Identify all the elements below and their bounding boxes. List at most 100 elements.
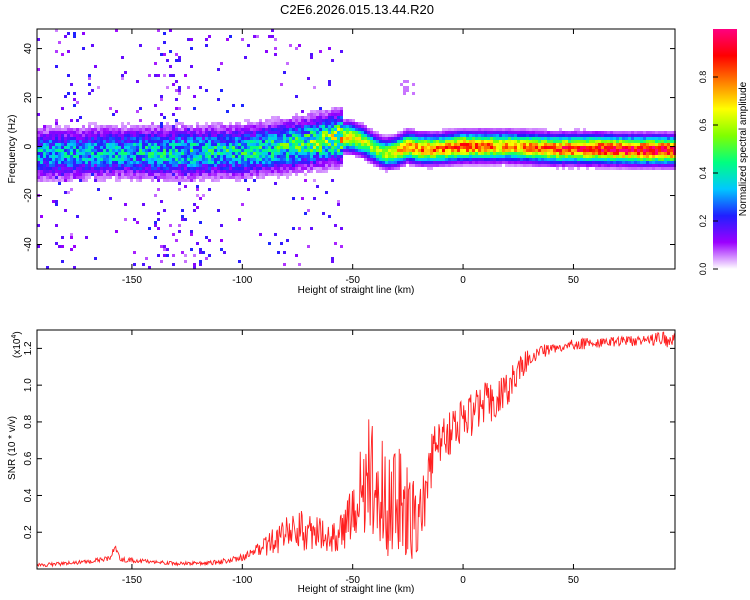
spectrogram-cell [532, 161, 535, 164]
spectrogram-cell [169, 146, 172, 149]
spectrogram-cell [319, 143, 322, 146]
spectrogram-cell [40, 152, 43, 155]
spectrogram-cell [361, 155, 364, 158]
spectrogram-cell [154, 224, 157, 227]
spectrogram-cell [196, 155, 199, 158]
spectrogram-cell [94, 125, 97, 128]
spectrogram-cell [181, 173, 184, 176]
spectrogram-cell [172, 149, 175, 152]
spectrogram-cell [151, 131, 154, 134]
spectrogram-cell [637, 143, 640, 146]
spectrogram-cell [229, 158, 232, 161]
spectrogram-cell [472, 158, 475, 161]
spectrogram-cell [226, 161, 229, 164]
spectrogram-cell [40, 173, 43, 176]
spectrogram-cell [490, 155, 493, 158]
spectrogram-cell [421, 155, 424, 158]
spectrogram-cell [190, 134, 193, 137]
spectrogram-cell [166, 125, 169, 128]
spectrogram-cell [55, 152, 58, 155]
spectrogram-cell [124, 128, 127, 131]
spectrogram-cell [451, 140, 454, 143]
spectrogram-cell [319, 137, 322, 140]
spectrogram-cell [607, 143, 610, 146]
spectrogram-cell [217, 164, 220, 167]
spectrogram-cell [613, 137, 616, 140]
spectrogram-cell [241, 146, 244, 149]
spectrogram-cell [358, 155, 361, 158]
spectrogram-cell [67, 92, 70, 95]
spectrogram-cell [61, 179, 64, 182]
spectrogram-cell [286, 140, 289, 143]
spectrogram-cell [361, 125, 364, 128]
spectrogram-cell [115, 164, 118, 167]
spectrogram-cell [247, 125, 250, 128]
spectrogram-cell [619, 137, 622, 140]
spectrogram-cell [520, 161, 523, 164]
spectrogram-cell [625, 164, 628, 167]
spectrogram-cell [298, 140, 301, 143]
spectrogram-cell [40, 161, 43, 164]
spectrogram-cell [547, 143, 550, 146]
spectrogram-cell [196, 140, 199, 143]
spectrogram-cell [595, 131, 598, 134]
spectrogram-cell [478, 137, 481, 140]
spectrogram-cell [376, 131, 379, 134]
spectrogram-cell [526, 158, 529, 161]
spectrogram-cell [262, 173, 265, 176]
spectrogram-cell [154, 74, 157, 77]
spectrogram-cell [40, 146, 43, 149]
spectrogram-cell [463, 155, 466, 158]
spectrogram-cell [670, 143, 673, 146]
spectrogram-cell [523, 128, 526, 131]
spectrogram-cell [334, 143, 337, 146]
spectrogram-cell [565, 134, 568, 137]
spectrogram-cell [238, 125, 241, 128]
spectrogram-cell [442, 149, 445, 152]
spectrogram-cell [289, 131, 292, 134]
spectrogram-cell [397, 146, 400, 149]
spectrogram-cell [406, 137, 409, 140]
spectrogram-cell [136, 149, 139, 152]
spectrogram-cell [481, 137, 484, 140]
spectrogram-cell [274, 53, 277, 56]
spectrogram-cell [529, 155, 532, 158]
spectrogram-cell [79, 179, 82, 182]
spectrogram-cell [643, 167, 646, 170]
spectrogram-cell [664, 158, 667, 161]
spectrogram-cell [502, 131, 505, 134]
spectrogram-cell [250, 158, 253, 161]
spectrogram-cell [382, 143, 385, 146]
spectrogram-cell [205, 164, 208, 167]
spectrogram-cell [460, 143, 463, 146]
spectrogram-cell [58, 170, 61, 173]
spectrogram-cell [271, 161, 274, 164]
spectrogram-cell [157, 158, 160, 161]
spectrogram-cell [247, 137, 250, 140]
spectrogram-cell [220, 167, 223, 170]
spectrogram-cell [253, 122, 256, 125]
spectrogram-cell [436, 149, 439, 152]
spectrogram-cell [106, 128, 109, 131]
spectrogram-cell [517, 164, 520, 167]
spectrogram-cell [553, 149, 556, 152]
spectrogram-cell [73, 92, 76, 95]
spectrogram-cell [574, 161, 577, 164]
spectrogram-cell [268, 161, 271, 164]
spectrogram-cell [67, 152, 70, 155]
spectrogram-cell [652, 146, 655, 149]
spectrogram-cell [193, 143, 196, 146]
spectrogram-cell [349, 143, 352, 146]
spectrogram-cell [349, 119, 352, 122]
spectrogram-cell [226, 155, 229, 158]
spectrogram-cell [181, 131, 184, 134]
spectrogram-cell [499, 155, 502, 158]
spectrogram-cell [172, 161, 175, 164]
spectrogram-cell [505, 137, 508, 140]
spectrogram-cell [64, 146, 67, 149]
spectrogram-cell [571, 143, 574, 146]
spectrogram-cell [205, 149, 208, 152]
spectrogram-cell [157, 161, 160, 164]
snr-scale-exponent: 4 [11, 335, 18, 339]
spectrogram-cell [229, 155, 232, 158]
